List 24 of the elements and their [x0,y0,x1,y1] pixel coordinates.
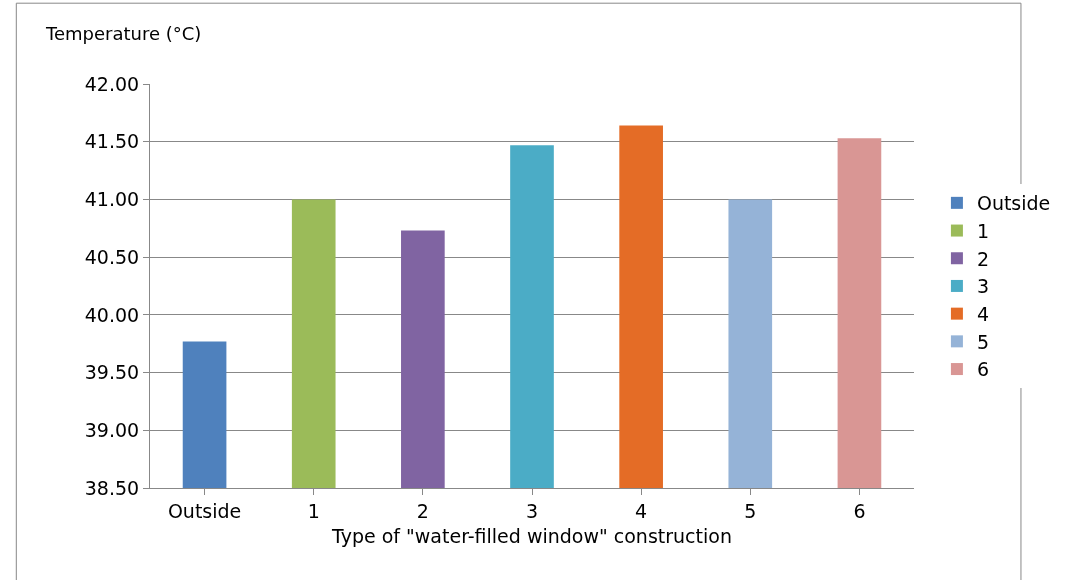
x-axis-title: Type of "water-filled window" construction [331,524,732,547]
legend-label: 2 [976,247,990,270]
x-tick-label: Outside [167,499,242,522]
y-axis-title: Temperature (°C) [45,23,202,44]
legend-label: 3 [976,275,990,298]
x-tick-label: 1 [307,499,320,522]
x-tick-label: 4 [635,499,648,522]
y-tick-label: 39.50 [84,361,140,384]
legend-label: 1 [976,219,990,242]
legend-label: 6 [976,358,990,381]
x-tick-label: 6 [853,499,866,522]
y-tick-label: 42.00 [84,72,140,95]
y-tick-label: 41.50 [84,130,140,153]
legend-label: 4 [976,303,990,326]
legend-label: 5 [976,330,990,353]
x-tick-label: 2 [416,499,429,522]
y-tick-label: 39.00 [84,418,140,441]
y-tick-label: 40.50 [84,245,140,268]
legend-label: Outside [976,192,1051,215]
x-tick-label: 5 [744,499,757,522]
y-tick-label: 40.00 [84,303,140,326]
y-tick-label: 41.00 [84,188,140,211]
y-tick-label: 38.50 [84,476,140,499]
x-tick-label: 3 [525,499,539,522]
